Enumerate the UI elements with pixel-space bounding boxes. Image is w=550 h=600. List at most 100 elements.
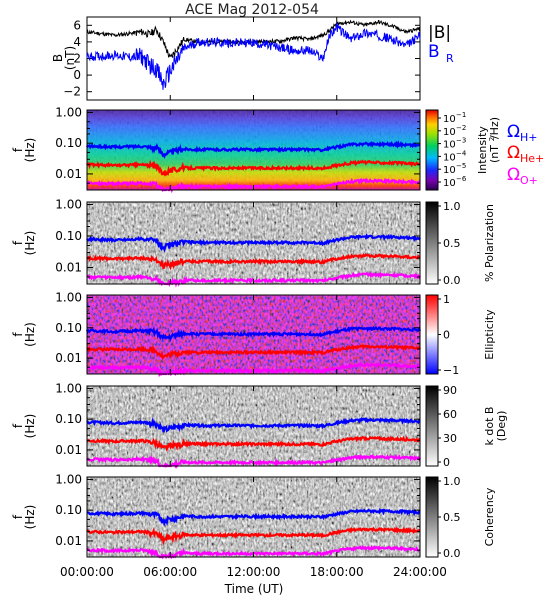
legend-b-radial: B [428,42,440,62]
freq-tick-label: 0.01 [55,261,82,275]
bfield-ylabel: B [51,54,65,62]
time-tick-label: 24:00:00 [393,565,447,579]
gyro-he-line [86,344,421,360]
colorbar-label: Intensity [476,126,489,174]
colorbar-coherency [425,476,439,558]
freq-tick-label: 0.01 [55,443,82,457]
bfield-ytick-label: −2 [63,85,81,99]
colorbar-tick-label: 1 [443,293,450,306]
panel-polarization [86,201,441,288]
gyro-he-line [86,159,421,177]
freq-tick-label: 1.00 [55,197,82,211]
colorbar-tick-label: 0.0 [443,547,461,560]
colorbar-tick-exponent: −4 [456,149,467,157]
colorbar-tick-label: −1 [443,364,459,377]
legend-b-magnitude: |B| [428,23,451,43]
colorbar-intensity [425,109,439,191]
gyro-he-line [86,435,421,452]
colorbar-tick-label: 10 [443,178,456,189]
freq-ylabel: f [11,514,25,519]
gyro-h-line [86,233,421,253]
freq-ylabel-unit: (Hz) [23,231,37,256]
colorbar-tick-label: 10 [443,114,456,125]
series-b-radial-line [86,22,421,90]
freq-ylabel-unit: (Hz) [23,414,37,439]
gyro-h-line [85,325,422,343]
freq-ylabel-unit: (Hz) [23,322,37,347]
gyro-h-line [86,416,421,433]
freq-tick-label: 0.10 [55,229,82,243]
freq-tick-label: 0.01 [55,534,82,548]
time-tick-label: 00:00:00 [60,565,114,579]
colorbar-label: k dot B [483,407,496,446]
freq-tick-label: 0.01 [55,167,82,181]
freq-ylabel: f [11,147,25,152]
freq-tick-label: 0.10 [55,321,82,335]
gyro-he-line [86,252,421,271]
colorbar-tick-label: 30 [443,432,457,445]
colorbar-tick-label: 1.0 [443,200,461,213]
colorbar-tick-label: 90 [443,384,457,397]
colorbar-tick-label: 0.0 [443,274,461,287]
gyro-he-line [86,526,421,546]
colorbar-tick-label: 10 [443,140,456,151]
colorbar-tick-label: 10 [443,152,456,163]
colorbar-unit: (nT [488,145,501,163]
panel-kdotb [86,385,441,469]
freq-tick-label: 0.10 [55,412,82,426]
legend-gyro-h-sub: H+ [520,131,538,144]
colorbar-tick-label: 60 [443,408,457,421]
x-axis-label: Time (UT) [224,582,284,596]
colorbar-label: Ellipticity [483,309,496,360]
colorbar-tick-label: 1.0 [443,475,461,488]
freq-ylabel-unit: (Hz) [23,505,37,530]
bfield-ytick-label: 2 [73,52,81,66]
time-tick-label: 06:00:00 [143,565,197,579]
freq-ylabel-unit: (Hz) [23,138,37,163]
bfield-ytick-label: 4 [73,35,81,49]
time-tick-label: 12:00:00 [227,565,281,579]
freq-tick-label: 1.00 [55,472,82,486]
chart-title: ACE Mag 2012-054 [185,2,319,18]
freq-ylabel: f [11,423,25,428]
freq-tick-label: 0.10 [55,136,82,150]
panel-coherency [86,476,441,560]
freq-ylabel: f [11,240,25,245]
time-tick-label: 18:00:00 [310,565,364,579]
bfield-ytick-label: 6 [73,18,81,32]
colorbar-tick-exponent: −1 [456,111,466,119]
bfield-ytick-label: 0 [73,68,81,82]
colorbar-tick-exponent: −2 [456,124,466,132]
colorbar-unit-sup: 2 [488,137,496,141]
colorbar-tick-exponent: −5 [456,162,466,170]
colorbar-unit: (Deg) [495,411,508,442]
freq-tick-label: 1.00 [55,381,82,395]
legend-b-radial-sub: R [446,52,454,65]
gyro-h-line [86,140,421,159]
panel-ellipticity [85,294,441,378]
legend-gyro-o-symbol: Ω [507,165,520,185]
colorbar-tick-label: 0.5 [443,511,461,524]
freq-tick-label: 0.01 [55,351,82,365]
legend-gyro-o-sub: O+ [520,174,538,187]
colorbar-tick-label: 10 [443,127,456,138]
colorbar-tick-exponent: −3 [456,137,466,145]
colorbar-tick-label: 0.5 [443,237,461,250]
bfield-ylabel-unit: (nT) [63,46,77,70]
colorbar-tick-label: 0 [443,456,450,469]
legend-gyro-h-symbol: Ω [507,122,520,142]
colorbar-kdotb [425,385,439,467]
freq-tick-label: 1.00 [55,290,82,304]
freq-tick-label: 1.00 [55,105,82,119]
legend-gyro-he-sub: He+ [520,152,544,165]
panel-intensity [86,109,441,194]
colorbar-label: % Polarization [483,204,496,282]
colorbar-polarization [425,201,439,285]
colorbar-ellipticity [425,294,439,375]
freq-ylabel: f [11,332,25,337]
colorbar-label: Coherency [483,487,496,546]
colorbar-tick-exponent: −6 [456,175,467,183]
freq-tick-label: 0.10 [55,503,82,517]
